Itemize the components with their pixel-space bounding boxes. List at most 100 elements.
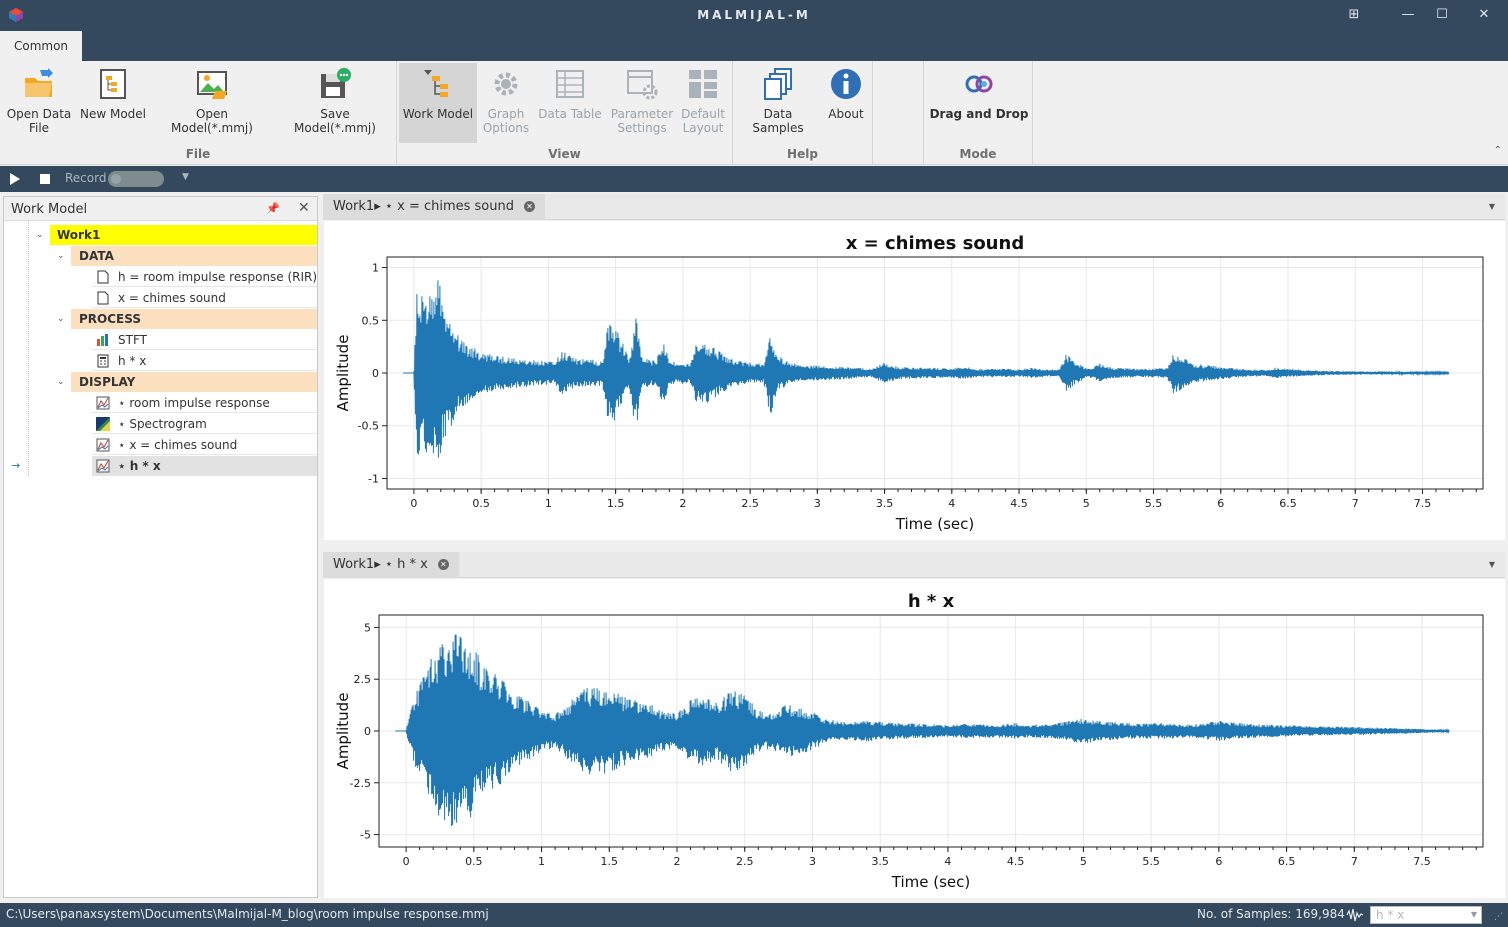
record-dropdown-icon[interactable]: ▼ [182,172,189,182]
tree-item-spectrogram[interactable]: ⋆ Spectrogram [92,414,317,434]
display-select[interactable]: h * x ▼ [1370,906,1482,924]
app-logo-icon [9,8,23,22]
pin-icon[interactable]: 📌 [266,202,280,215]
resize-grip-icon[interactable]: ⋰ [1494,912,1503,922]
tree-item-label: x = chimes sound [118,291,226,305]
x-tick-label: 4.5 [1007,855,1025,868]
tree-item-rir[interactable]: h = room impulse response (RIR) [92,267,317,287]
process-highlight [71,309,317,329]
tab-label: Work1▸ ⋆ x = chimes sound [333,199,514,214]
x-tick-label: 1 [538,855,545,868]
data-highlight [71,246,317,266]
x-tick-label: 5.5 [1142,855,1160,868]
tab-chimes-sound[interactable]: Work1▸ ⋆ x = chimes sound ✕ [323,194,545,220]
work-model-panel-title: Work Model [11,202,88,217]
sample-count: No. of Samples: 169,984 [1197,907,1345,921]
pane-dropdown-icon[interactable]: ▼ [1488,202,1495,211]
close-button[interactable]: ✕ [1478,7,1490,22]
x-tick-label: 5 [1083,497,1090,510]
play-icon[interactable] [10,173,20,185]
data-table-label: Data Table [538,107,602,121]
pane-dropdown-icon[interactable]: ▼ [1488,560,1495,569]
tab-common[interactable]: Common [0,31,82,61]
minimize-button[interactable]: — [1401,7,1415,22]
tab-close-icon[interactable]: ✕ [437,559,449,570]
x-tick-label: 2 [679,497,686,510]
tree-node-work1[interactable]: ⌄ Work1 [4,225,317,245]
work1-label: Work1 [57,228,101,242]
restore-layout-icon[interactable]: ⊞ [1348,7,1360,22]
ribbon-group-help: Data Samples About Help [733,61,873,165]
y-tick-label: 5 [364,621,371,634]
work-model-icon [424,70,448,97]
tree-category-display[interactable]: ⌄ DISPLAY [4,372,317,392]
record-label: Record [65,171,107,185]
work-model-panel-header: Work Model 📌 ✕ [4,197,317,221]
default-layout-label-1: Default [681,107,725,121]
ribbon-group-mode: Drag and Drop Mode [923,61,1033,165]
drag-and-drop-label: Drag and Drop [929,107,1029,121]
y-tick-label: -2.5 [350,777,371,790]
tree-item-chimes-display[interactable]: ⋆ x = chimes sound [92,435,317,455]
chevron-down-icon[interactable]: ⌄ [57,251,65,261]
graph-options-label-2: Options [482,121,530,135]
panel-close-icon[interactable]: ✕ [298,200,310,216]
x-tick-label: 7.5 [1414,497,1432,510]
about-button[interactable]: About [821,63,871,143]
tree-item-rir-display[interactable]: ⋆ room impulse response [92,393,317,413]
display-select-value: h * x [1376,908,1405,922]
x-tick-label: 5.5 [1145,497,1163,510]
x-axis-label: Time (sec) [895,515,974,533]
tab-label: Work1▸ ⋆ h * x [333,557,428,572]
x-tick-label: 0.5 [465,855,483,868]
tree-item-stft[interactable]: STFT [92,330,317,350]
open-data-file-button[interactable]: Open Data File [4,63,74,143]
chevron-down-icon[interactable]: ⌄ [57,377,65,387]
collapse-ribbon-icon[interactable]: ⌃ [1493,145,1502,156]
data-table-button[interactable]: Data Table [535,63,605,143]
app-title: MALMIJAL-M [697,8,811,22]
x-tick-label: 2.5 [736,855,754,868]
graph-options-button[interactable]: Graph Options [479,63,533,143]
display-highlight [71,372,317,392]
default-layout-button[interactable]: Default Layout [677,63,729,143]
table-icon [556,70,584,98]
tree-item-label: ⋆ x = chimes sound [118,438,238,452]
chart-title: x = chimes sound [846,233,1024,254]
x-tick-label: 7 [1352,497,1359,510]
tree-item-convolution-display[interactable]: → ⋆ h * x [4,456,317,476]
calculator-icon [97,354,109,368]
tree-category-process[interactable]: ⌄ PROCESS [4,309,317,329]
tree-item-label: h = room impulse response (RIR) [118,270,318,284]
chevron-down-icon[interactable]: ⌄ [36,230,44,240]
y-axis-label: Amplitude [334,693,352,770]
tree-item-convolution[interactable]: h * x [92,351,317,371]
x-tick-label: 6.5 [1279,497,1297,510]
stop-icon[interactable] [40,174,50,184]
tab-close-icon[interactable]: ✕ [524,201,535,212]
work-model-button[interactable]: Work Model [399,63,477,143]
x-tick-label: 6.5 [1278,855,1296,868]
x-tick-label: 0 [403,855,410,868]
chevron-down-icon[interactable]: ⌄ [57,314,65,324]
y-tick-label: -0.5 [358,420,379,433]
tab-convolution[interactable]: Work1▸ ⋆ h * x ✕ [323,552,459,578]
chimes-sound-chart[interactable]: x = chimes sound 0 0.5 1 1.5 2 2.5 3 3.5 4 4.5 5 5.5… [324,221,1505,540]
new-model-button[interactable]: New Model [78,63,148,143]
tree-category-data[interactable]: ⌄ DATA [4,246,317,266]
waveform-series [395,634,1450,826]
drag-and-drop-button[interactable]: Drag and Drop [929,63,1029,143]
maximize-button[interactable]: ☐ [1436,7,1448,22]
parameter-settings-button[interactable]: Parameter Settings [607,63,677,143]
spectrogram-icon [96,417,110,431]
convolution-chart[interactable]: h * x 0 0.5 1 1.5 2 2.5 3 3.5 4 4.5 5 5.5 6 6.5 7 7.5 5 2.… [324,579,1505,898]
x-tick-label: 2.5 [741,497,759,510]
open-model-button[interactable]: Open Model(*.mmj) [154,63,270,143]
data-samples-button[interactable]: Data Samples [738,63,818,143]
tree-item-chimes[interactable]: x = chimes sound [92,288,317,308]
record-toggle[interactable] [108,171,164,187]
mode-group-label: Mode [959,147,997,161]
ribbon: Open Data File New Model Open Model(*.mm… [0,61,1508,165]
line-chart-icon [96,459,110,473]
save-model-button[interactable]: Save Model(*.mmj) [278,63,392,143]
